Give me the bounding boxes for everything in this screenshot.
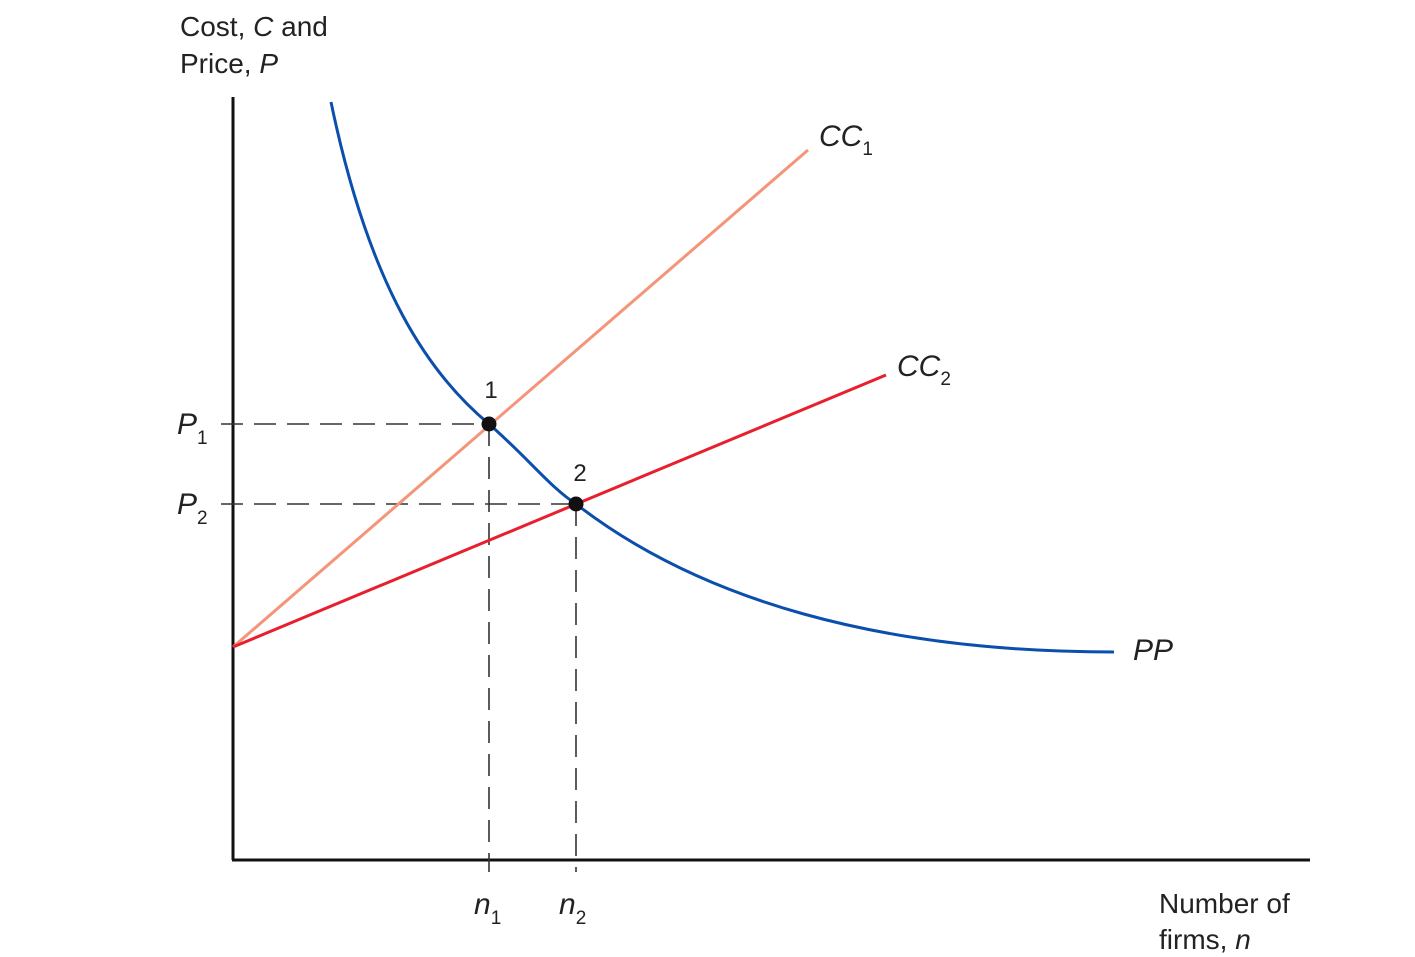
cc2-label: CC2: [897, 350, 951, 390]
n2-tick-label: n2: [559, 888, 586, 929]
p2-tick-sub: 2: [197, 508, 208, 529]
cc1-line: [232, 148, 809, 649]
cc2-line: [232, 373, 887, 649]
point-1-label: 1: [484, 377, 497, 404]
y-axis-title-line2: Price, P: [180, 48, 278, 79]
n2-tick-sub: 2: [576, 908, 587, 929]
cc1-label-sub: 1: [862, 139, 873, 160]
p1-tick-label: P1: [177, 408, 208, 449]
p1-tick-sub: 1: [197, 428, 208, 449]
n1-tick-sub: 1: [491, 908, 502, 929]
n1-tick-label: n1: [474, 888, 501, 929]
pp-curve: [329, 101, 1115, 654]
x-axis-title-line2: firms, n: [1159, 924, 1251, 955]
cc2-label-sub: 2: [940, 369, 951, 390]
y-axis-title-line1: Cost, C and: [180, 11, 328, 42]
p2-tick-label: P2: [177, 488, 208, 529]
cc1-label: CC1: [819, 120, 873, 160]
guide-lines: [221, 423, 577, 872]
equilibrium-point-2: [568, 496, 584, 512]
pp-label: PP: [1133, 634, 1173, 667]
x-axis-title-line1: Number of: [1159, 888, 1290, 919]
equilibrium-point-1: [481, 416, 497, 432]
point-2-label: 2: [573, 460, 586, 487]
